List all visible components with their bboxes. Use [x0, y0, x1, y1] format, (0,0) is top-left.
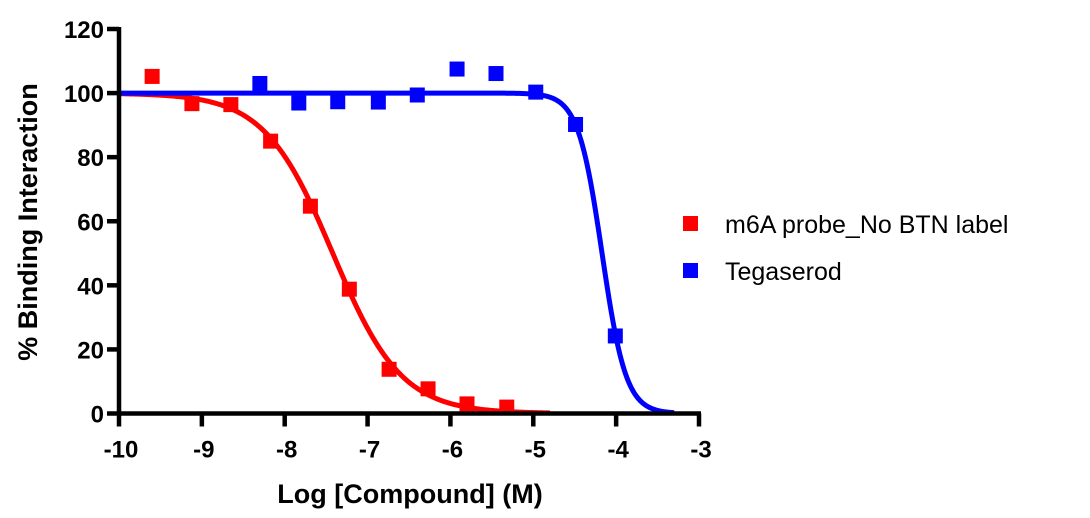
data-point-series-1 — [144, 68, 160, 84]
axes: 0 20 40 60 80 100 120 -10 -9 -8 -7 -6 -5 -4 -3 — [64, 17, 712, 464]
data-point-series-1 — [263, 133, 279, 149]
legend: m6A probe_No BTN label Tegaserod — [683, 211, 1008, 286]
data-point-series-1 — [341, 281, 357, 297]
x-tick-label: -3 — [690, 437, 711, 464]
y-tick-label: 40 — [77, 273, 104, 300]
data-point-series-2 — [252, 75, 268, 91]
y-tick-label: 100 — [64, 81, 104, 108]
data-point-series-2 — [449, 61, 465, 77]
legend-marker-series-1 — [683, 216, 698, 231]
x-tick-label: -5 — [525, 437, 546, 464]
data-point-series-1 — [223, 97, 239, 113]
data-point-series-2 — [370, 94, 386, 110]
x-tick-label: -7 — [359, 437, 380, 464]
data-point-series-1 — [302, 198, 318, 214]
data-point-series-2 — [568, 116, 584, 132]
x-tick-label: -4 — [607, 437, 629, 464]
data-point-series-1 — [381, 361, 397, 377]
y-tick-label: 120 — [64, 17, 104, 44]
y-tick-label: 80 — [77, 145, 104, 172]
data-point-series-2 — [409, 87, 425, 103]
y-tick-label: 0 — [91, 402, 104, 429]
y-tick-label: 20 — [77, 337, 104, 364]
y-tick-label: 60 — [77, 209, 104, 236]
x-axis-title: Log [Compound] (M) — [277, 479, 542, 509]
legend-label-series-1: m6A probe_No BTN label — [725, 211, 1008, 239]
y-axis-title: % Binding Interaction — [13, 83, 43, 361]
data-point-series-2 — [330, 94, 346, 110]
data-point-series-1 — [184, 96, 200, 112]
fit-curve-series-2 — [117, 90, 676, 416]
x-tick-label: -6 — [442, 437, 463, 464]
y-ticks: 0 20 40 60 80 100 120 — [64, 17, 119, 429]
data-point-series-2 — [528, 84, 544, 100]
data-points — [144, 61, 623, 415]
legend-label-series-2: Tegaserod — [725, 258, 842, 286]
data-point-series-1 — [499, 399, 515, 415]
data-point-series-1 — [459, 396, 475, 412]
data-point-series-2 — [607, 328, 623, 344]
fit-curve-series-1 — [117, 91, 552, 416]
data-point-series-2 — [291, 95, 307, 111]
legend-marker-series-2 — [683, 263, 698, 278]
x-ticks: -10 -9 -8 -7 -6 -5 -4 -3 — [104, 413, 712, 464]
x-tick-label: -10 — [104, 437, 139, 464]
x-tick-label: -8 — [276, 437, 297, 464]
x-tick-label: -9 — [193, 437, 214, 464]
data-point-series-1 — [420, 381, 436, 397]
data-point-series-2 — [488, 66, 504, 82]
